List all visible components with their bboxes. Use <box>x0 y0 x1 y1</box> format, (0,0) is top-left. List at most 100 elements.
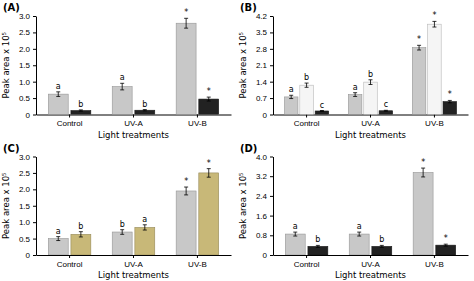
significance-letter: * <box>207 87 211 96</box>
bar <box>48 94 68 114</box>
error-cap <box>79 236 83 237</box>
tick-mark <box>33 189 36 190</box>
significance-letter: b <box>304 73 309 82</box>
tick-mark <box>33 65 36 66</box>
error-bar <box>357 232 361 236</box>
tick-label: 1.6 <box>256 212 268 221</box>
x-axis: ControlUV-AUV-B <box>274 115 469 129</box>
annotations: aa*bb* <box>56 8 211 109</box>
tick-label: 0 <box>263 111 268 120</box>
tick-mark <box>69 115 70 118</box>
error-cap <box>289 98 293 99</box>
y-tick: 4.2 <box>256 12 273 21</box>
x-tick: Control <box>294 115 320 129</box>
error-cap <box>316 247 320 248</box>
error-cap <box>421 168 425 169</box>
bar <box>284 97 298 115</box>
y-tick: 2.0 <box>19 45 36 54</box>
bar <box>300 85 314 114</box>
bar <box>364 82 378 114</box>
bar <box>349 234 369 255</box>
error-whisker <box>359 232 360 236</box>
error-whisker <box>291 95 292 98</box>
tick-mark <box>33 222 36 223</box>
tick-mark <box>270 32 273 33</box>
tick-mark <box>270 157 273 158</box>
tick-mark <box>270 16 273 17</box>
tick-label: UV-B <box>188 119 207 128</box>
error-whisker <box>419 45 420 50</box>
significance-letter: a <box>293 222 298 231</box>
bar <box>71 111 91 115</box>
significance-letter: b <box>315 235 320 244</box>
x-axis: ControlUV-AUV-B <box>274 255 469 269</box>
significance-letter: b <box>142 100 147 109</box>
error-cap <box>353 92 357 93</box>
error-bar <box>184 187 188 195</box>
y-tick: 2.4 <box>256 192 273 201</box>
y-tick: 0 <box>263 111 273 120</box>
tick-label: 1.0 <box>19 218 31 227</box>
tick-mark <box>270 82 273 83</box>
y-tick: 0 <box>26 251 36 260</box>
error-whisker <box>122 230 123 235</box>
panel: 00.51.01.52.02.53.0ControlUV-AUV-Baa*bb*… <box>1 2 232 140</box>
panel-label: (B) <box>240 2 257 13</box>
error-bar <box>417 45 421 50</box>
tick-mark <box>133 115 134 118</box>
annotations: aa*bb*cc* <box>289 11 452 109</box>
tick-label: 2.5 <box>19 169 31 178</box>
error-cap <box>305 83 309 84</box>
error-bar <box>444 244 448 246</box>
bar <box>315 111 329 115</box>
y-tick: 2.0 <box>19 185 36 194</box>
x-axis: ControlUV-AUV-B <box>37 255 232 269</box>
bar <box>135 227 155 255</box>
error-cap <box>380 245 384 246</box>
significance-letter: * <box>184 8 188 17</box>
tick-mark <box>33 16 36 17</box>
error-cap <box>357 236 361 237</box>
marks <box>284 21 456 114</box>
tick-mark <box>270 49 273 50</box>
significance-letter: * <box>207 159 211 168</box>
tick-label: UV-A <box>361 260 380 269</box>
bar <box>199 99 219 114</box>
tick-label: UV-B <box>188 260 207 269</box>
tick-mark <box>270 235 273 236</box>
panel-label: (A) <box>3 2 20 13</box>
panel-label: (D) <box>240 143 257 154</box>
annotations: aa*bb* <box>293 158 448 244</box>
error-bar <box>120 83 124 90</box>
error-cap <box>79 111 83 112</box>
x-axis-title: Light treatments <box>335 130 407 140</box>
tick-mark <box>33 98 36 99</box>
tick-mark <box>33 239 36 240</box>
tick-label: Control <box>294 119 320 128</box>
tick-label: 4.0 <box>256 153 268 162</box>
bar <box>176 191 196 255</box>
error-bar <box>184 18 188 28</box>
error-cap <box>421 176 425 177</box>
error-bar <box>384 110 388 112</box>
tick-label: 0 <box>26 251 31 260</box>
y-tick: 2.1 <box>256 61 273 70</box>
y-tick: 2.8 <box>256 45 273 54</box>
x-tick: UV-B <box>188 115 207 129</box>
error-cap <box>184 194 188 195</box>
tick-label: 0.5 <box>19 235 31 244</box>
y-tick: 3.2 <box>256 172 273 181</box>
error-cap <box>289 95 293 96</box>
tick-label: Control <box>57 260 83 269</box>
tick-mark <box>434 255 435 258</box>
error-cap <box>384 110 388 111</box>
bar <box>412 48 426 115</box>
tick-label: 2.1 <box>256 61 268 70</box>
axis-line <box>36 157 37 256</box>
error-bar <box>143 110 147 111</box>
error-cap <box>432 27 436 28</box>
bar <box>436 245 456 255</box>
error-cap <box>120 83 124 84</box>
figure: 00.51.01.52.02.53.0ControlUV-AUV-Baa*bb*… <box>0 0 474 281</box>
error-cap <box>384 111 388 112</box>
